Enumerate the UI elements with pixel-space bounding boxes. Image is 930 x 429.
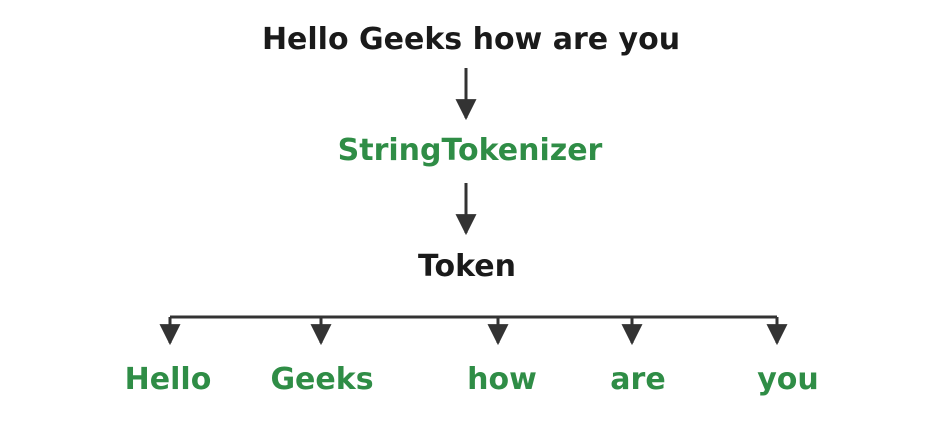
tokenizer-label: StringTokenizer [337,133,603,168]
token-hello: Hello [124,362,212,397]
token-are: are [610,362,666,397]
token-you: you [757,362,819,397]
token-geeks: Geeks [270,362,374,397]
input-string-label: Hello Geeks how are you [261,22,681,57]
token-how: how [467,362,537,397]
token-label: Token [418,249,516,284]
